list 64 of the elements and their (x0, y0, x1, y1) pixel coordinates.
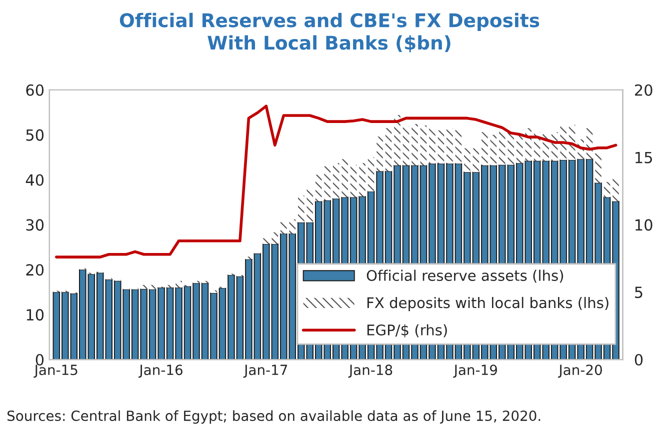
bar (324, 166, 330, 200)
y-tick-label: 40 (26, 174, 44, 186)
bar (560, 126, 566, 160)
bar (429, 128, 436, 164)
bar (385, 128, 392, 172)
source-note: Sources: Central Bank of Egypt; based on available data as of June 15, 2020. (8, 410, 540, 424)
bar (332, 163, 340, 199)
y-tick-label: 30 (26, 219, 44, 231)
bar (612, 178, 619, 202)
legend-label: Official reserve assets (lhs) (366, 270, 564, 283)
bar (272, 232, 278, 244)
bar (298, 195, 304, 222)
bar (368, 157, 374, 192)
bar (342, 159, 348, 198)
bar (438, 130, 444, 164)
bar (472, 148, 480, 172)
bar (446, 128, 453, 164)
bar (490, 134, 497, 166)
bar (263, 238, 270, 244)
line-series (55, 104, 618, 258)
bar (193, 280, 200, 284)
y-tick-label: 10 (26, 309, 44, 321)
bar (508, 132, 514, 165)
bar (499, 130, 506, 165)
bar (289, 219, 296, 234)
bar (402, 126, 410, 166)
bar (149, 284, 156, 290)
bar (595, 153, 602, 183)
bar (604, 182, 610, 198)
y2-tick-label: 5 (635, 286, 642, 298)
x-tick-label: Jan-18 (348, 364, 392, 378)
bar (482, 132, 488, 166)
x-tick-label: Jan-16 (138, 364, 182, 378)
bar (376, 136, 383, 172)
bar (315, 174, 322, 202)
bar (280, 222, 287, 234)
bar (176, 280, 182, 288)
x-tick-label: Jan-19 (453, 364, 497, 378)
bar (464, 148, 470, 172)
x-tick-label: Jan-20 (558, 364, 602, 378)
bar (246, 256, 252, 260)
y2-tick-label: 0 (634, 354, 643, 366)
y-tick-label: 0 (36, 354, 44, 366)
bar (210, 290, 217, 294)
y-tick-label: 50 (26, 129, 44, 141)
bar (412, 124, 418, 166)
legend-label: FX deposits with local banks (lhs) (367, 296, 608, 312)
bar (306, 189, 314, 222)
bar (420, 125, 427, 166)
x-tick-label: Jan-15 (34, 364, 78, 378)
y-tick-label: 60 (26, 84, 44, 96)
y2-tick-label: 20 (634, 84, 652, 96)
x-tick-label: Jan-17 (243, 364, 288, 378)
bar (350, 164, 357, 198)
legend-label: EGP/$ (rhs) (367, 324, 447, 338)
chart-title: Official Reserves and CBE's FX Deposits With Local Banks ($bn) (120, 12, 540, 52)
bar (455, 130, 462, 164)
y-tick-label: 20 (26, 264, 44, 276)
bar (394, 115, 400, 166)
bar (525, 128, 532, 161)
bar (359, 163, 366, 196)
bar (140, 284, 147, 289)
y2-tick-label: 15 (636, 152, 652, 164)
y2-tick-label: 10 (636, 219, 652, 231)
